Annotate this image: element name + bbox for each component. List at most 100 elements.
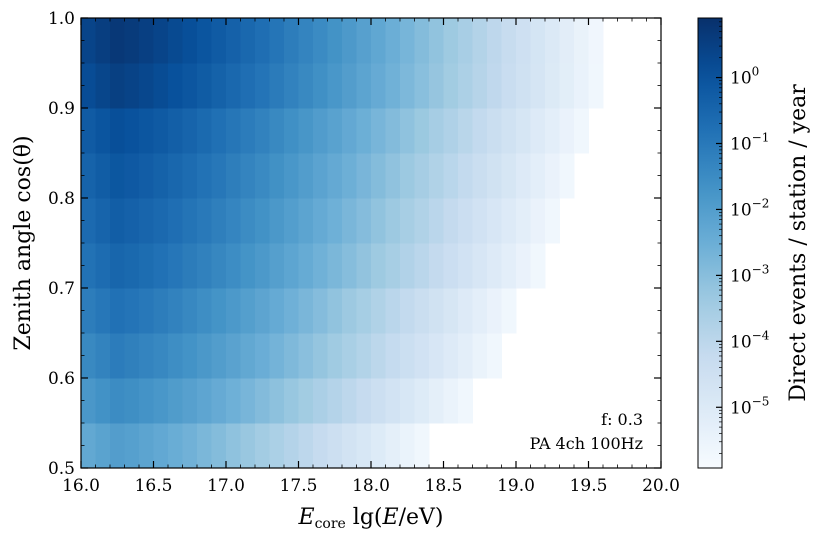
heatmap-cell [139, 153, 154, 199]
heatmap-cell [516, 63, 531, 109]
heatmap-cell [443, 288, 459, 334]
heatmap-cell [81, 378, 96, 424]
heatmap-cell [400, 198, 415, 244]
heatmap-cell [139, 423, 154, 469]
heatmap-cell [385, 288, 401, 334]
heatmap-cell [472, 108, 488, 154]
heatmap-cell [81, 288, 96, 334]
colorbar-tick-label: 10−1 [730, 130, 769, 154]
y-tick-label: 0.7 [48, 279, 75, 299]
heatmap-cell [124, 243, 140, 289]
heatmap-cell [501, 18, 517, 64]
heatmap-cell [197, 378, 212, 424]
heatmap-cell [414, 333, 430, 379]
heatmap-cell [574, 18, 589, 64]
heatmap-cell [139, 198, 154, 244]
heatmap-cell [269, 198, 285, 244]
heatmap-cell [385, 333, 401, 379]
heatmap-cell [356, 198, 372, 244]
heatmap-cell [168, 18, 183, 64]
heatmap-cell [356, 333, 372, 379]
heatmap-cell [313, 198, 328, 244]
heatmap-cell [95, 63, 111, 109]
heatmap-cell [327, 198, 343, 244]
heatmap-cell [487, 198, 502, 244]
heatmap-cell [385, 108, 401, 154]
heatmap-cell [197, 333, 212, 379]
heatmap-cell [429, 333, 444, 379]
colorbar-tick-label: 10−4 [730, 328, 770, 352]
x-tick-label: 19.5 [570, 476, 608, 496]
heatmap-cell [226, 423, 241, 469]
heatmap-cell [530, 153, 546, 199]
heatmap-cell [240, 378, 256, 424]
heatmap-cell [124, 333, 140, 379]
heatmap-cell [139, 243, 154, 289]
heatmap-cell [443, 18, 459, 64]
heatmap-cell [298, 153, 314, 199]
heatmap-cell [545, 153, 560, 199]
heatmap-cell [530, 63, 546, 109]
heatmap-cell [429, 243, 444, 289]
heatmap-cell [240, 63, 256, 109]
y-tick-label: 0.6 [48, 369, 75, 389]
heatmap-cell [81, 198, 96, 244]
heatmap-cell [197, 198, 212, 244]
heatmap-cell [443, 153, 459, 199]
heatmap-cell [95, 423, 111, 469]
heatmap-cell [342, 288, 357, 334]
heatmap-cell [501, 108, 517, 154]
heatmap-cell [139, 108, 154, 154]
heatmap-cell [284, 423, 299, 469]
heatmap-cell [168, 63, 183, 109]
heatmap-cell [458, 108, 473, 154]
heatmap-cell [153, 243, 169, 289]
heatmap-cell [530, 18, 546, 64]
heatmap-cell [313, 153, 328, 199]
heatmap-cell [574, 108, 589, 154]
heatmap-cell [153, 378, 169, 424]
heatmap-cell [298, 288, 314, 334]
heatmap-cell [226, 108, 241, 154]
colorbar-tick-label: 10−5 [730, 394, 769, 418]
heatmap-cell [559, 153, 575, 199]
heatmap-cell [356, 423, 372, 469]
heatmap-cell [211, 333, 227, 379]
heatmap-cell [298, 333, 314, 379]
y-tick-label: 0.5 [48, 459, 75, 479]
heatmap-cell [472, 243, 488, 289]
heatmap-cell [211, 288, 227, 334]
heatmap-cell [400, 63, 415, 109]
heatmap-cell [516, 198, 531, 244]
colorbar-tick-label: 10−2 [730, 196, 769, 220]
x-tick-label: 20.0 [642, 476, 680, 496]
heatmap-cell [168, 378, 183, 424]
heatmap-cell [298, 108, 314, 154]
colorbar [697, 17, 723, 469]
heatmap-cell [269, 423, 285, 469]
heatmap-cell [153, 108, 169, 154]
heatmap-cell [371, 63, 386, 109]
y-axis-label: Zenith angle cos(θ) [11, 135, 36, 350]
heatmap-cell [81, 243, 96, 289]
x-tick-label: 17.0 [207, 476, 245, 496]
heatmap-cell [327, 63, 343, 109]
heatmap-cell [240, 108, 256, 154]
heatmap-cell [124, 108, 140, 154]
heatmap-cell [371, 153, 386, 199]
heatmap-cell [211, 63, 227, 109]
heatmap-cell [443, 198, 459, 244]
heatmap-cell [110, 108, 125, 154]
heatmap-cell [95, 288, 111, 334]
heatmap-cell [81, 333, 96, 379]
heatmap-cell [197, 153, 212, 199]
heatmap-cell [110, 378, 125, 424]
heatmap-cell [211, 423, 227, 469]
heatmap-cell [284, 198, 299, 244]
heatmap-cell [182, 18, 198, 64]
heatmap-cell [385, 153, 401, 199]
heatmap-cell [182, 288, 198, 334]
heatmap-cell [400, 108, 415, 154]
heatmap-cell [153, 423, 169, 469]
heatmap-cell [211, 243, 227, 289]
